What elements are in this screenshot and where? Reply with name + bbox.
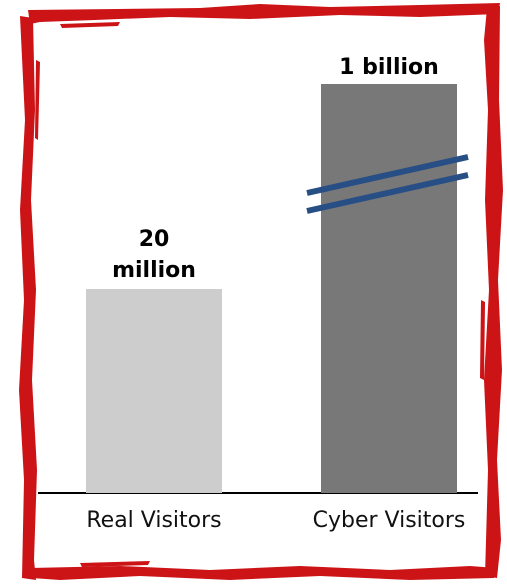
data-label-cyber-visitors: 1 billion xyxy=(339,55,439,80)
data-label-real-visitors-line2: million xyxy=(112,258,196,283)
axis-break-line-lower xyxy=(306,172,469,214)
bar-real-visitors xyxy=(86,289,222,493)
axis-break-marks xyxy=(306,154,469,214)
category-label-cyber-visitors: Cyber Visitors xyxy=(313,508,466,533)
axis-break-line-upper xyxy=(306,154,469,196)
category-label-real-visitors: Real Visitors xyxy=(86,508,221,533)
red-border xyxy=(19,3,503,580)
bar-cyber-visitors xyxy=(321,84,457,493)
data-label-real-visitors-line1: 20 xyxy=(139,227,170,252)
